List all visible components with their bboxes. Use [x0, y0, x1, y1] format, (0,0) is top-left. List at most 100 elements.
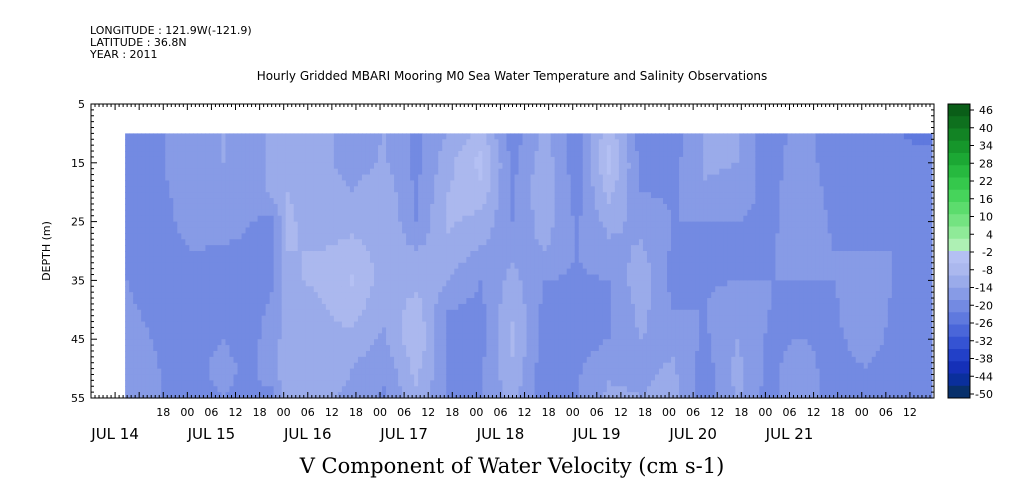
heatmap-cell: [289, 280, 295, 287]
heatmap-cell: [165, 262, 170, 270]
heatmap-cell: [297, 286, 303, 293]
heatmap-cell: [233, 327, 239, 334]
heatmap-cell: [365, 374, 371, 381]
heatmap-cell: [301, 215, 307, 223]
heatmap-cell: [129, 151, 134, 158]
heatmap-cell: [498, 151, 504, 158]
heatmap-cell: [285, 227, 291, 234]
heatmap-cell: [374, 215, 379, 223]
heatmap-cell: [386, 268, 391, 276]
heatmap-cell: [498, 251, 504, 258]
heatmap-cell: [414, 168, 419, 176]
heatmap-cell: [486, 145, 492, 152]
heatmap-cell: [418, 251, 423, 258]
heatmap-cell: [273, 380, 279, 387]
heatmap-cell: [486, 339, 492, 346]
heatmap-cell: [518, 221, 524, 229]
heatmap-cell: [281, 233, 287, 240]
heatmap-cell: [141, 350, 146, 358]
heatmap-cell: [173, 209, 178, 217]
heatmap-cell: [205, 309, 211, 317]
heatmap-cell: [530, 327, 536, 334]
heatmap-cell: [550, 221, 556, 229]
heatmap-cell: [434, 221, 439, 229]
heatmap-cell: [414, 180, 419, 187]
heatmap-cell: [361, 386, 367, 393]
heatmap-cell: [538, 162, 544, 170]
heatmap-cell: [406, 227, 411, 234]
heatmap-cell: [426, 298, 431, 305]
heatmap-cell: [357, 133, 363, 140]
heatmap-cell: [225, 321, 231, 329]
heatmap-cell: [141, 368, 146, 376]
heatmap-cell: [221, 162, 227, 170]
heatmap-cell: [422, 350, 427, 358]
heatmap-cell: [458, 168, 463, 176]
heatmap-cell: [317, 309, 323, 317]
heatmap-cell: [514, 345, 520, 352]
heatmap-cell: [217, 268, 223, 276]
heatmap-cell: [410, 256, 415, 264]
heatmap-cell: [410, 368, 415, 376]
heatmap-cell: [177, 368, 182, 376]
heatmap-cell: [349, 321, 355, 329]
heatmap-cell: [281, 180, 287, 187]
heatmap-cell: [382, 133, 387, 140]
heatmap-cell: [386, 168, 391, 176]
heatmap-cell: [462, 151, 467, 158]
heatmap-cell: [153, 162, 158, 170]
heatmap-cell: [410, 345, 415, 352]
heatmap-cell: [382, 268, 387, 276]
heatmap-cell: [390, 286, 395, 293]
heatmap-cell: [402, 327, 407, 334]
heatmap-cell: [161, 145, 166, 152]
heatmap-cell: [233, 380, 239, 387]
heatmap-cell: [530, 350, 536, 358]
heatmap-cell: [313, 156, 319, 164]
heatmap-cell: [145, 221, 150, 229]
heatmap-cell: [161, 380, 166, 387]
heatmap-cell: [129, 298, 134, 305]
heatmap-cell: [374, 162, 379, 170]
heatmap-cell: [365, 303, 371, 311]
heatmap-cell: [538, 274, 544, 281]
heatmap-cell: [442, 333, 447, 340]
heatmap-cell: [193, 386, 198, 393]
heatmap-cell: [337, 274, 343, 281]
heatmap-cell: [137, 262, 142, 270]
heatmap-cell: [173, 286, 178, 293]
heatmap-cell: [482, 380, 487, 387]
heatmap-cell: [458, 209, 463, 217]
heatmap-cell: [518, 180, 524, 187]
heatmap-cell: [197, 321, 202, 329]
heatmap-cell: [450, 227, 455, 234]
heatmap-cell: [562, 198, 568, 205]
heatmap-cell: [534, 239, 540, 246]
heatmap-cell: [329, 303, 335, 311]
heatmap-cell: [201, 368, 206, 376]
heatmap-cell: [345, 356, 351, 364]
heatmap-cell: [534, 139, 540, 146]
heatmap-cell: [442, 139, 447, 146]
heatmap-cell: [125, 133, 130, 140]
heatmap-cell: [305, 145, 311, 152]
heatmap-cell: [137, 133, 142, 140]
heatmap-cell: [510, 227, 516, 234]
heatmap-cell: [321, 339, 327, 346]
heatmap-cell: [566, 162, 572, 170]
heatmap-cell: [205, 251, 211, 258]
heatmap-cell: [365, 239, 371, 246]
heatmap-cell: [209, 145, 215, 152]
heatmap-cell: [414, 386, 419, 393]
heatmap-cell: [141, 180, 146, 187]
heatmap-cell: [386, 203, 391, 211]
heatmap-cell: [313, 386, 319, 393]
heatmap-cell: [394, 274, 399, 281]
heatmap-cell: [253, 180, 259, 187]
heatmap-cell: [221, 233, 227, 240]
heatmap-cell: [510, 286, 516, 293]
heatmap-cell: [145, 345, 150, 352]
heatmap-cell: [169, 174, 174, 182]
heatmap-cell: [129, 292, 134, 299]
heatmap-cell: [546, 239, 552, 246]
